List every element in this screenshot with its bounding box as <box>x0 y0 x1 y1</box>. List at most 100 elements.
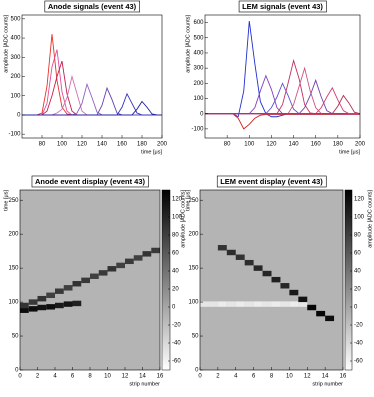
cell <box>298 301 308 307</box>
x-tick-label: 6 <box>252 374 256 380</box>
title-box <box>216 175 327 188</box>
x-tick-label: 100 <box>244 142 255 148</box>
x-tick-label: 14 <box>322 374 329 380</box>
cell <box>217 245 227 251</box>
y-axis-label: amplitude [ADC counts] <box>3 15 9 73</box>
cell <box>253 301 263 307</box>
y-tick-label: 200 <box>8 232 19 238</box>
signal-line <box>205 86 360 115</box>
y-tick-label: -100 <box>8 132 21 138</box>
y-tick-label: 0 <box>17 113 21 119</box>
x-axis-label: strip number <box>129 381 160 387</box>
cell <box>63 285 73 291</box>
x-tick-label: 4 <box>234 374 238 380</box>
cell <box>125 258 134 265</box>
y-tick-label: 50 <box>12 334 19 340</box>
y-tick-label: 100 <box>10 93 21 99</box>
cell <box>289 301 299 307</box>
z-tick-label: 80 <box>172 233 179 239</box>
cell <box>298 296 308 303</box>
y-tick-label: 600 <box>193 20 204 26</box>
plot-frame <box>21 14 163 139</box>
cell <box>271 301 281 307</box>
y-tick-label: 100 <box>8 300 19 306</box>
z-tick-label: 60 <box>354 251 361 257</box>
cell <box>235 301 245 307</box>
cell <box>280 283 290 289</box>
y-tick-label: 50 <box>192 334 199 340</box>
signal-line <box>205 113 360 130</box>
cell <box>244 259 254 266</box>
x-tick-label: 8 <box>88 374 92 380</box>
color-bar <box>161 189 171 371</box>
y-tick-label: 0 <box>195 368 199 374</box>
x-tick-label: 180 <box>137 142 148 148</box>
cell <box>289 289 299 296</box>
cell <box>280 301 290 307</box>
signal-line <box>205 21 360 118</box>
z-tick-label: -20 <box>172 323 181 329</box>
x-tick-label: 140 <box>289 142 300 148</box>
x-tick-label: 8 <box>270 374 274 380</box>
signal-line <box>22 82 162 116</box>
signal-line <box>22 86 162 116</box>
y-axis-label: time [μs] <box>185 190 191 211</box>
y-tick-label: 100 <box>188 300 199 306</box>
y-tick-label: 400 <box>193 51 204 57</box>
x-tick-label: 160 <box>311 142 322 148</box>
cell <box>217 301 227 307</box>
y-tick-label: 200 <box>10 74 21 80</box>
cell <box>244 301 254 307</box>
x-tick-label: 80 <box>39 142 46 148</box>
z-tick-label: 40 <box>354 269 361 275</box>
cell <box>90 273 99 279</box>
x-axis-label: strip number <box>312 381 343 387</box>
plot-frame <box>204 14 361 139</box>
y-tick-label: 200 <box>188 232 199 238</box>
y-tick-label: 400 <box>10 36 21 42</box>
chart-title: Anode event display (event 43) <box>35 177 146 186</box>
z-tick-label: 60 <box>172 251 179 257</box>
chart-title: LEM signals (event 43) <box>242 2 323 11</box>
y-tick-label: 150 <box>8 266 19 272</box>
cell <box>46 304 55 310</box>
y-tick-label: 300 <box>193 66 204 72</box>
title-box <box>238 0 327 13</box>
y-tick-label: 150 <box>188 266 199 272</box>
x-tick-label: 80 <box>224 142 231 148</box>
y-tick-label: 250 <box>8 198 19 204</box>
cell <box>20 302 29 309</box>
title-box <box>31 175 149 188</box>
z-axis-label: amplitude [ADC counts] <box>180 190 186 248</box>
x-tick-label: 10 <box>286 374 293 380</box>
signal-line <box>205 58 360 115</box>
y-tick-label: 0 <box>200 111 204 117</box>
cell <box>98 270 108 276</box>
x-tick-label: 200 <box>157 142 168 148</box>
x-tick-label: 12 <box>122 374 129 380</box>
x-tick-label: 120 <box>77 142 88 148</box>
z-tick-label: -60 <box>172 359 181 365</box>
cell <box>262 301 272 307</box>
cell <box>226 249 236 256</box>
chart-title: LEM event display (event 43) <box>220 177 323 186</box>
x-axis-label: time [μs] <box>339 149 360 155</box>
z-tick-label: 20 <box>172 287 179 293</box>
z-tick-label: -60 <box>354 359 363 365</box>
z-tick-label: 120 <box>172 197 183 203</box>
cell <box>46 292 55 298</box>
x-tick-label: 16 <box>340 374 347 380</box>
cell <box>20 307 29 313</box>
cell <box>226 301 236 307</box>
cell <box>253 265 263 271</box>
title-box <box>44 0 140 13</box>
x-tick-label: 120 <box>266 142 277 148</box>
x-tick-label: 12 <box>304 374 311 380</box>
cell <box>271 276 281 283</box>
cell <box>151 247 160 254</box>
x-tick-label: 14 <box>139 374 146 380</box>
cell <box>325 315 335 322</box>
z-tick-label: 120 <box>354 197 365 203</box>
x-tick-label: 140 <box>97 142 108 148</box>
